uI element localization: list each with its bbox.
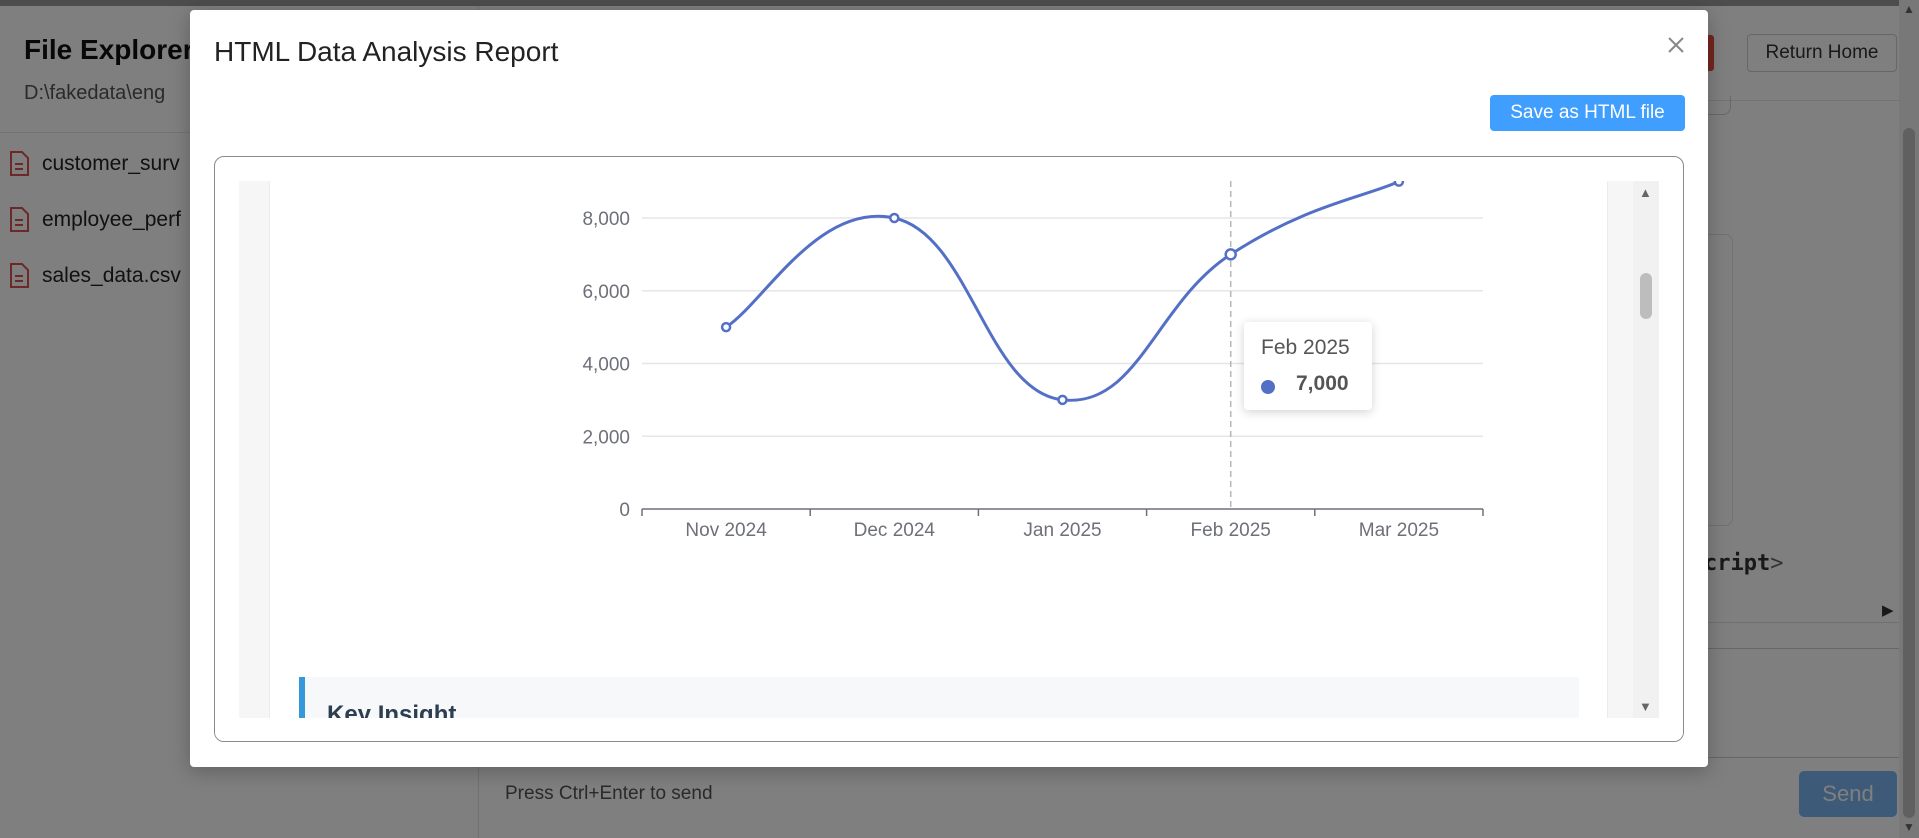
data-point <box>1224 248 1237 261</box>
line-chart: 0 2,000 4,000 6,000 8,000 Nov 2024 Dec 2024 Jan… <box>582 181 1484 541</box>
report-modal: HTML Data Analysis Report Save as HTML f… <box>190 10 1708 767</box>
frame-bottom-padding <box>215 718 1683 741</box>
document-margin-right <box>1607 181 1634 718</box>
report-preview-frame: 0 2,000 4,000 6,000 8,000 Nov 2024 Dec 2024 Jan… <box>214 156 1684 742</box>
document-margin-left <box>239 181 270 718</box>
x-tick-label: Feb 2025 <box>1191 520 1271 541</box>
key-insight-box: Key Insight <box>299 677 1579 718</box>
modal-title: HTML Data Analysis Report <box>214 36 559 67</box>
data-point <box>1393 181 1405 187</box>
y-tick-label: 6,000 <box>582 282 630 303</box>
x-tick-label: Nov 2024 <box>685 520 767 541</box>
tooltip-value: 7,000 <box>1296 372 1349 395</box>
scroll-down-icon[interactable]: ▼ <box>1639 699 1652 714</box>
x-tick-label: Jan 2025 <box>1023 520 1101 541</box>
y-tick-label: 2,000 <box>582 427 630 448</box>
scrollbar-thumb[interactable] <box>1640 273 1652 319</box>
y-tick-label: 4,000 <box>582 355 630 376</box>
x-tick-label: Dec 2024 <box>854 520 936 541</box>
x-tick-label: Mar 2025 <box>1359 520 1439 541</box>
data-point <box>1057 394 1068 406</box>
y-tick-label: 8,000 <box>582 209 630 230</box>
series-line <box>725 181 1400 402</box>
data-point <box>720 321 732 333</box>
chart-tooltip: Feb 2025 7,000 <box>1244 322 1372 410</box>
save-as-html-button[interactable]: Save as HTML file <box>1490 95 1685 131</box>
tooltip-title: Feb 2025 <box>1261 336 1350 359</box>
scroll-up-icon[interactable]: ▲ <box>1639 185 1652 200</box>
y-tick-label: 0 <box>619 500 630 521</box>
report-scrollbar[interactable]: ▲ ▼ <box>1633 181 1659 718</box>
data-point <box>889 212 900 224</box>
series-marker-icon <box>1261 380 1275 394</box>
close-icon[interactable] <box>1661 30 1691 60</box>
key-insight-title: Key Insight <box>327 701 457 718</box>
